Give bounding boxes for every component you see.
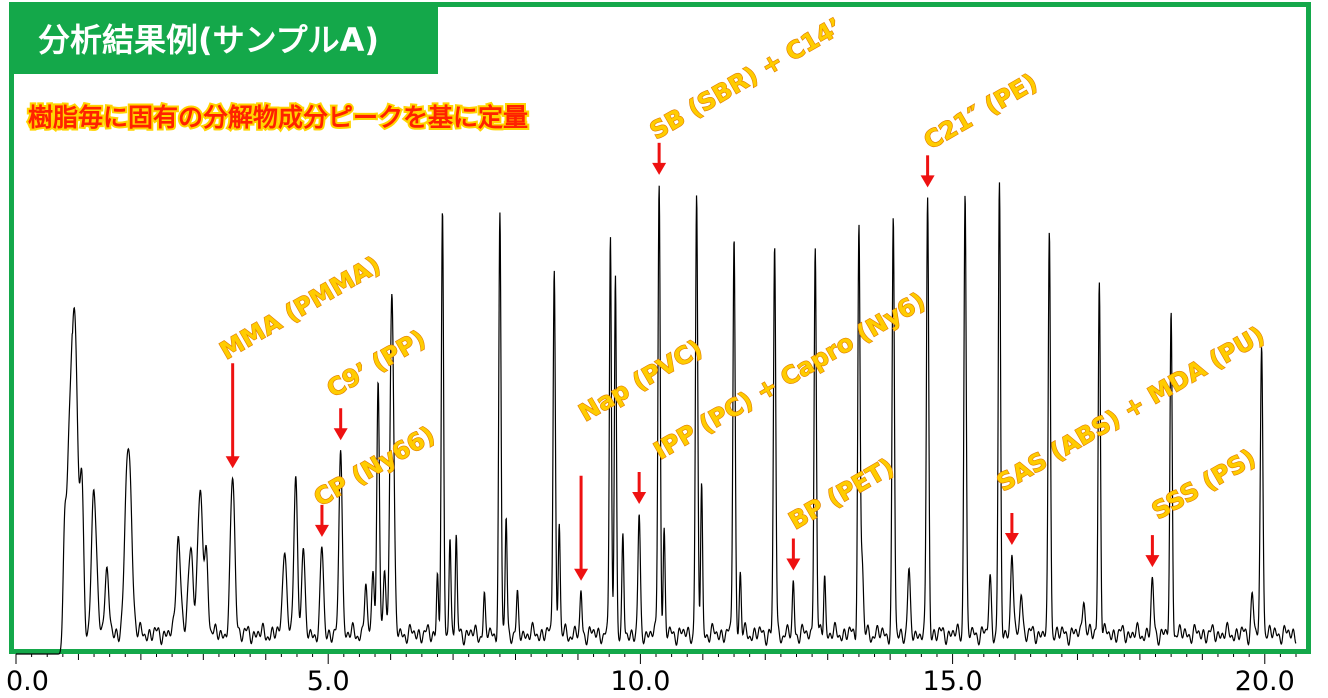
annotation-arrow-3 <box>334 408 348 440</box>
x-tick-label-15: 15.0 <box>923 666 983 697</box>
annotation-label-ipp: IPP (PC) + Capro (Ny6) <box>649 287 930 465</box>
annotation-arrow-8 <box>1005 513 1019 545</box>
x-tick-label-10: 10.0 <box>610 666 670 697</box>
annotation-label-c9: C9’ (PP) <box>322 324 430 403</box>
annotation-label-nap: Nap (PVC) <box>574 334 707 427</box>
annotation-label-sb: SB (SBR) + C14’ <box>645 13 847 146</box>
annotation-arrow-1 <box>921 155 935 187</box>
annotation-arrow-0 <box>652 143 666 175</box>
x-axis <box>16 654 1296 664</box>
annotation-label-cp: CP (Ny66) <box>309 421 440 513</box>
annotation-labels: SB (SBR) + C14’ C21″ (PE) MMA (PMMA) C9’… <box>215 13 1269 536</box>
annotation-arrow-7 <box>786 539 800 571</box>
annotation-arrow-9 <box>1145 535 1159 567</box>
x-tick-label-0: 0.0 <box>6 666 49 697</box>
annotation-label-sss: SSS (PS) <box>1147 444 1260 526</box>
annotation-label-bp: BP (PET) <box>784 453 899 536</box>
annotation-arrow-5 <box>574 476 588 581</box>
x-tick-label-5: 5.0 <box>307 666 350 697</box>
chart-subtitle: 樹脂毎に固有の分解物成分ピークを基に定量 <box>28 103 528 132</box>
annotation-arrow-2 <box>226 363 240 468</box>
annotation-arrow-6 <box>632 472 646 504</box>
annotation-label-c21: C21″ (PE) <box>919 68 1042 155</box>
x-tick-labels: 0.0 5.0 10.0 15.0 20.0 <box>6 666 1295 697</box>
annotation-label-mma: MMA (PMMA) <box>215 251 385 366</box>
x-tick-label-20: 20.0 <box>1235 666 1295 697</box>
